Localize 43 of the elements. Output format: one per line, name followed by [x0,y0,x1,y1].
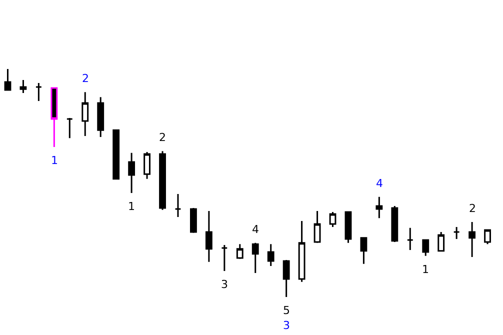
annotation: 1 [128,200,135,213]
candlestick [190,207,197,234]
annotation: 1 [422,263,429,276]
candlestick [236,243,244,260]
candlestick [360,237,368,265]
candlestick [4,68,12,91]
candlestick [20,79,27,94]
candlestick [220,244,228,272]
candlestick [252,242,259,274]
candlestick [174,193,182,218]
candlestick [267,243,274,267]
candlestick [329,211,336,228]
candlestick [391,205,398,243]
candlestick [453,226,460,240]
candlestick [314,210,321,244]
annotation: 2 [159,131,166,144]
candlestick [97,96,104,138]
candlestick [159,150,166,211]
candlestick [144,151,150,180]
annotation: 5 [283,304,290,317]
annotation: 3 [283,319,290,332]
candlestick [205,210,212,263]
annotation: 4 [376,177,383,190]
candlestick [344,211,352,244]
candlestick [376,196,383,219]
candlestick [35,82,42,102]
candlestick [50,87,58,148]
candlestick [406,227,414,251]
candlestick [282,259,290,298]
candlestick [438,231,445,252]
candlestick [468,221,476,258]
candlestick [112,129,120,180]
annotation: 2 [469,202,476,215]
candlestick [298,220,306,283]
candlestick [484,229,491,245]
candlestick [82,91,89,137]
candlestick [422,239,430,257]
annotation: 3 [221,278,228,291]
annotation: 2 [82,72,89,85]
candlestick [66,117,74,139]
candlestick [128,152,136,194]
annotation: 4 [252,223,259,236]
annotation: 1 [51,154,58,167]
